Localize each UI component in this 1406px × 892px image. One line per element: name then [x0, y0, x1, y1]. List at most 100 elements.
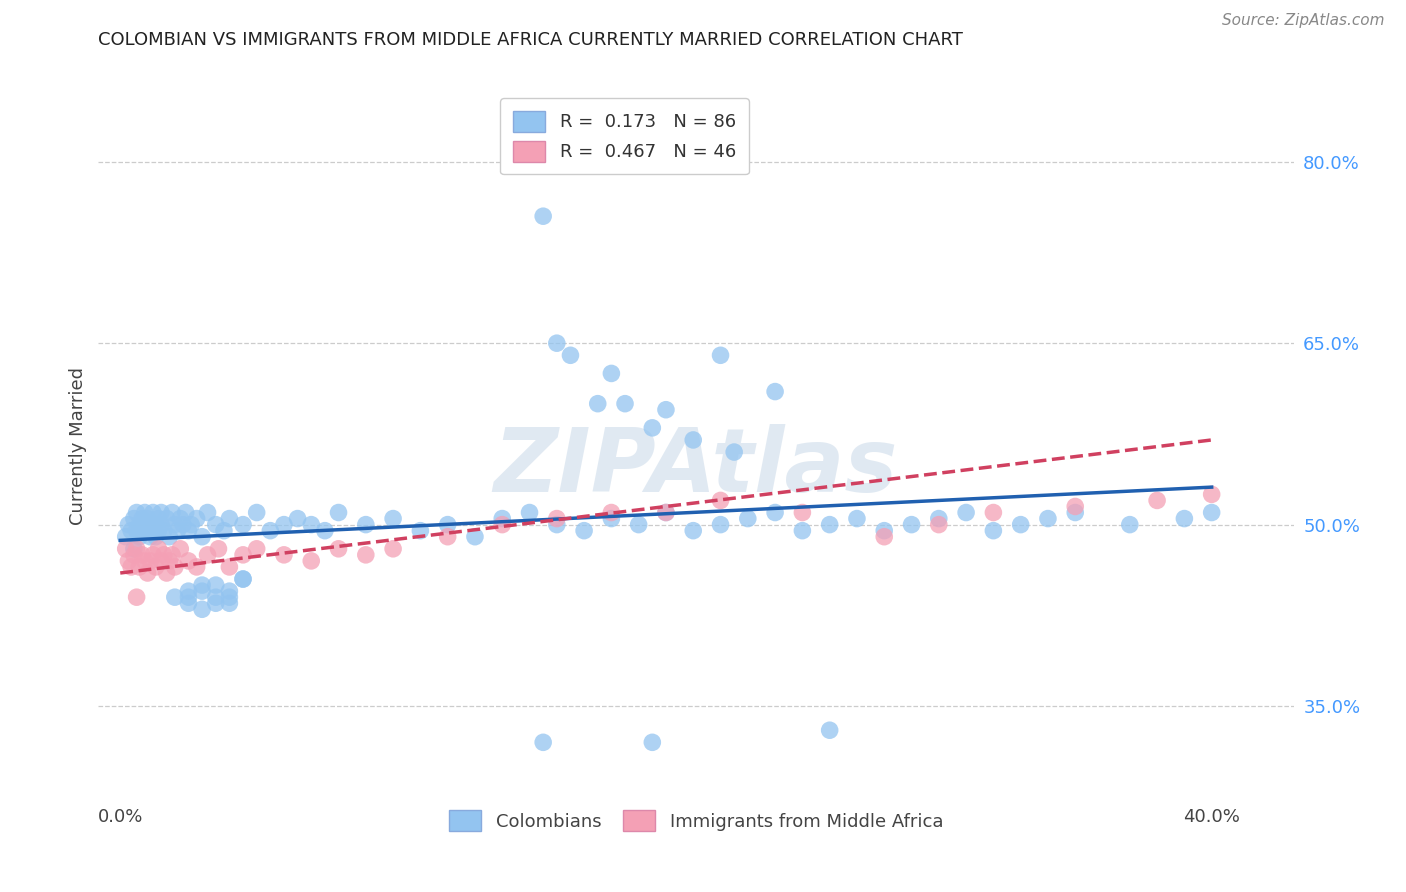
Text: COLOMBIAN VS IMMIGRANTS FROM MIDDLE AFRICA CURRENTLY MARRIED CORRELATION CHART: COLOMBIAN VS IMMIGRANTS FROM MIDDLE AFRI…: [98, 31, 963, 49]
Point: [134, 506, 156, 520]
Point: [328, 541, 350, 556]
Point: [546, 336, 568, 351]
Point: [139, 530, 162, 544]
Point: [382, 511, 405, 525]
Point: [117, 517, 139, 532]
Point: [299, 517, 322, 532]
Point: [287, 511, 309, 525]
Point: [197, 548, 219, 562]
Point: [218, 560, 240, 574]
Point: [246, 541, 269, 556]
Point: [160, 506, 183, 520]
Point: [142, 548, 165, 562]
Point: [436, 530, 458, 544]
Point: [1010, 517, 1032, 532]
Point: [120, 524, 142, 538]
Point: [232, 548, 254, 562]
Point: [128, 530, 150, 544]
Point: [169, 541, 191, 556]
Point: [163, 590, 186, 604]
Point: [218, 511, 240, 525]
Point: [117, 554, 139, 568]
Point: [614, 397, 637, 411]
Point: [763, 506, 786, 520]
Point: [114, 541, 136, 556]
Point: [204, 517, 226, 532]
Point: [212, 524, 235, 538]
Point: [122, 548, 145, 562]
Point: [218, 590, 240, 604]
Point: [128, 517, 150, 532]
Point: [136, 566, 159, 580]
Point: [546, 511, 568, 525]
Text: ZIPAtlas: ZIPAtlas: [494, 424, 898, 511]
Point: [218, 584, 240, 599]
Point: [928, 517, 950, 532]
Point: [586, 397, 609, 411]
Point: [572, 524, 595, 538]
Point: [273, 548, 295, 562]
Point: [1064, 500, 1087, 514]
Point: [166, 524, 188, 538]
Point: [156, 511, 179, 525]
Legend: Colombians, Immigrants from Middle Africa: Colombians, Immigrants from Middle Afric…: [440, 801, 952, 840]
Point: [169, 511, 191, 525]
Point: [1201, 506, 1223, 520]
Point: [641, 421, 664, 435]
Point: [354, 517, 377, 532]
Point: [1036, 511, 1059, 525]
Point: [682, 433, 704, 447]
Point: [491, 517, 513, 532]
Point: [148, 541, 170, 556]
Point: [491, 511, 513, 525]
Point: [157, 554, 180, 568]
Point: [709, 517, 731, 532]
Text: Source: ZipAtlas.com: Source: ZipAtlas.com: [1222, 13, 1385, 29]
Point: [232, 572, 254, 586]
Point: [148, 524, 170, 538]
Point: [128, 560, 150, 574]
Point: [153, 524, 176, 538]
Point: [174, 506, 197, 520]
Point: [150, 554, 173, 568]
Point: [122, 541, 145, 556]
Point: [177, 524, 200, 538]
Point: [655, 506, 678, 520]
Point: [928, 511, 950, 525]
Point: [125, 541, 148, 556]
Point: [955, 506, 977, 520]
Point: [900, 517, 922, 532]
Point: [204, 578, 226, 592]
Point: [191, 602, 214, 616]
Point: [122, 511, 145, 525]
Point: [136, 524, 159, 538]
Point: [131, 511, 153, 525]
Point: [148, 511, 170, 525]
Point: [142, 524, 165, 538]
Point: [531, 209, 554, 223]
Point: [436, 517, 458, 532]
Point: [464, 530, 486, 544]
Point: [232, 517, 254, 532]
Point: [150, 506, 173, 520]
Point: [191, 578, 214, 592]
Point: [328, 506, 350, 520]
Point: [186, 560, 208, 574]
Point: [139, 554, 162, 568]
Point: [191, 584, 214, 599]
Point: [627, 517, 650, 532]
Point: [172, 517, 194, 532]
Point: [983, 506, 1005, 520]
Point: [792, 506, 814, 520]
Point: [600, 511, 623, 525]
Point: [873, 524, 896, 538]
Point: [177, 554, 200, 568]
Point: [682, 524, 704, 538]
Point: [204, 590, 226, 604]
Point: [560, 348, 582, 362]
Point: [737, 511, 759, 525]
Point: [1201, 487, 1223, 501]
Point: [409, 524, 432, 538]
Point: [125, 506, 148, 520]
Point: [655, 506, 678, 520]
